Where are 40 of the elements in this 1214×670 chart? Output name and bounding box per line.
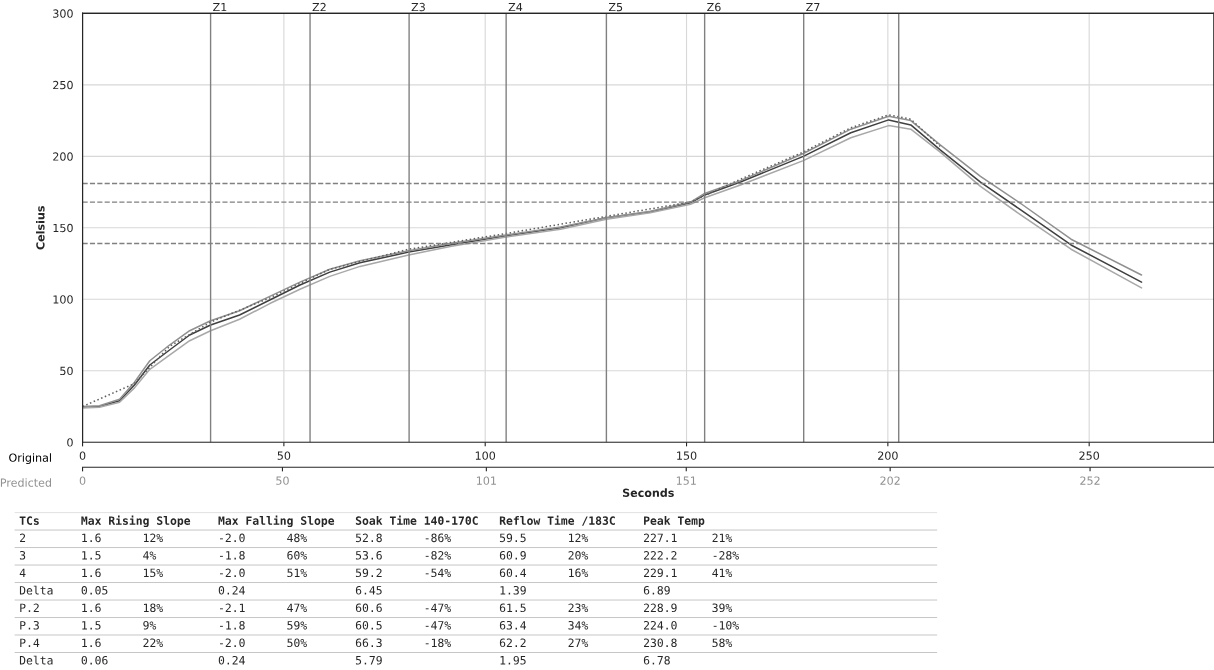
x-axis-title: Seconds xyxy=(622,488,674,497)
text: Delta 0.06 0.24 5.79 1.95 6.78 xyxy=(19,655,670,665)
text: TCs Max Rising Slope Max Falling Slope Soak Time 140-170C Reflow Time /183C Peak Temp xyxy=(19,515,705,528)
line-series xyxy=(82,114,941,408)
y-tick-label: 300 xyxy=(53,9,73,18)
text: Original xyxy=(9,453,51,464)
x-tick-label: 0 xyxy=(79,451,86,460)
x-tick-label: 100 xyxy=(475,451,496,460)
ref-line-label: Z2 xyxy=(312,2,326,12)
text: P.2 1.6 18% -2.1 47% 60.6 -47% 61.5 23% 228.9 39% xyxy=(20,603,733,613)
x-tick-label: 200 xyxy=(878,451,898,460)
y-tick-label: 0 xyxy=(67,438,73,447)
y-tick-label: 250 xyxy=(53,80,73,90)
ref-line-label: Z4 xyxy=(508,2,523,12)
ref-line-label: Z3 xyxy=(411,2,425,12)
text: P.4 1.6 22% -2.0 50% 66.3 -18% 62.2 27% 230.8 58% xyxy=(20,638,733,648)
x2-tick-label: 202 xyxy=(880,476,900,485)
x-tick-label: 50 xyxy=(277,451,291,460)
ref-line-label: Z7 xyxy=(806,2,820,12)
text: 2 1.6 12% -2.0 48% 52.8 -86% 59.5 12% 227.1 21% xyxy=(20,533,733,543)
ref-line-label: Z6 xyxy=(707,2,721,12)
x2-tick-label: 101 xyxy=(476,476,496,485)
y-axis-title: Celsius xyxy=(36,206,45,250)
x2-tick-label: 0 xyxy=(79,476,86,485)
y-tick-label: 200 xyxy=(53,152,73,161)
text: Predicted xyxy=(0,478,51,487)
y-tick-label: 50 xyxy=(60,366,73,376)
y-tick-label: 100 xyxy=(53,295,73,304)
text: 3 1.5 4% -1.8 60% 53.6 -82% 60.9 20% 222.2 -28% xyxy=(19,551,739,560)
ref-line-label: Z5 xyxy=(608,2,623,12)
x2-tick-label: 50 xyxy=(276,476,289,485)
text: 4 1.6 15% -2.0 51% 59.2 -54% 60.4 16% 229.1 41% xyxy=(19,568,733,578)
y-tick-label: 150 xyxy=(53,223,73,233)
x-tick-label: 250 xyxy=(1079,451,1100,460)
x-tick-label: 150 xyxy=(677,451,697,460)
text: P.3 1.5 9% -1.8 59% 60.5 -47% 63.4 34% 224.0 -10% xyxy=(20,620,739,630)
x2-tick-label: 151 xyxy=(676,476,696,485)
x2-tick-label: 252 xyxy=(1080,476,1100,485)
text: Delta 0.05 0.24 6.45 1.39 6.89 xyxy=(19,585,670,595)
ref-line-label: Z1 xyxy=(213,2,227,12)
